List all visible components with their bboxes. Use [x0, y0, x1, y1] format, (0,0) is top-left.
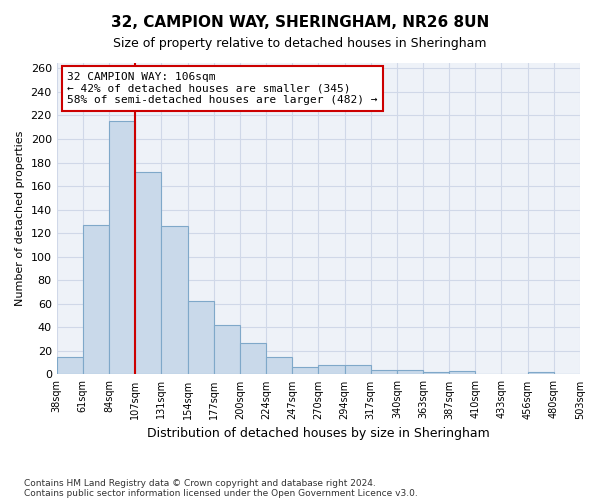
- Bar: [187, 302, 214, 374]
- Bar: [292, 368, 319, 374]
- Text: 32 CAMPION WAY: 106sqm
← 42% of detached houses are smaller (345)
58% of semi-de: 32 CAMPION WAY: 106sqm ← 42% of detached…: [67, 72, 377, 105]
- Bar: [240, 342, 266, 374]
- Bar: [109, 122, 135, 374]
- Bar: [266, 357, 292, 374]
- Bar: [344, 365, 371, 374]
- Y-axis label: Number of detached properties: Number of detached properties: [15, 131, 25, 306]
- Bar: [161, 226, 187, 374]
- Text: Contains public sector information licensed under the Open Government Licence v3: Contains public sector information licen…: [24, 488, 418, 498]
- Bar: [423, 372, 449, 374]
- Text: 32, CAMPION WAY, SHERINGHAM, NR26 8UN: 32, CAMPION WAY, SHERINGHAM, NR26 8UN: [111, 15, 489, 30]
- Bar: [83, 225, 109, 374]
- Text: Size of property relative to detached houses in Sheringham: Size of property relative to detached ho…: [113, 38, 487, 51]
- Bar: [135, 172, 161, 374]
- Bar: [527, 372, 554, 374]
- Text: Contains HM Land Registry data © Crown copyright and database right 2024.: Contains HM Land Registry data © Crown c…: [24, 478, 376, 488]
- X-axis label: Distribution of detached houses by size in Sheringham: Distribution of detached houses by size …: [147, 427, 490, 440]
- Bar: [371, 370, 397, 374]
- Bar: [449, 371, 475, 374]
- Bar: [397, 370, 423, 374]
- Bar: [319, 365, 344, 374]
- Bar: [56, 357, 83, 374]
- Bar: [214, 325, 240, 374]
